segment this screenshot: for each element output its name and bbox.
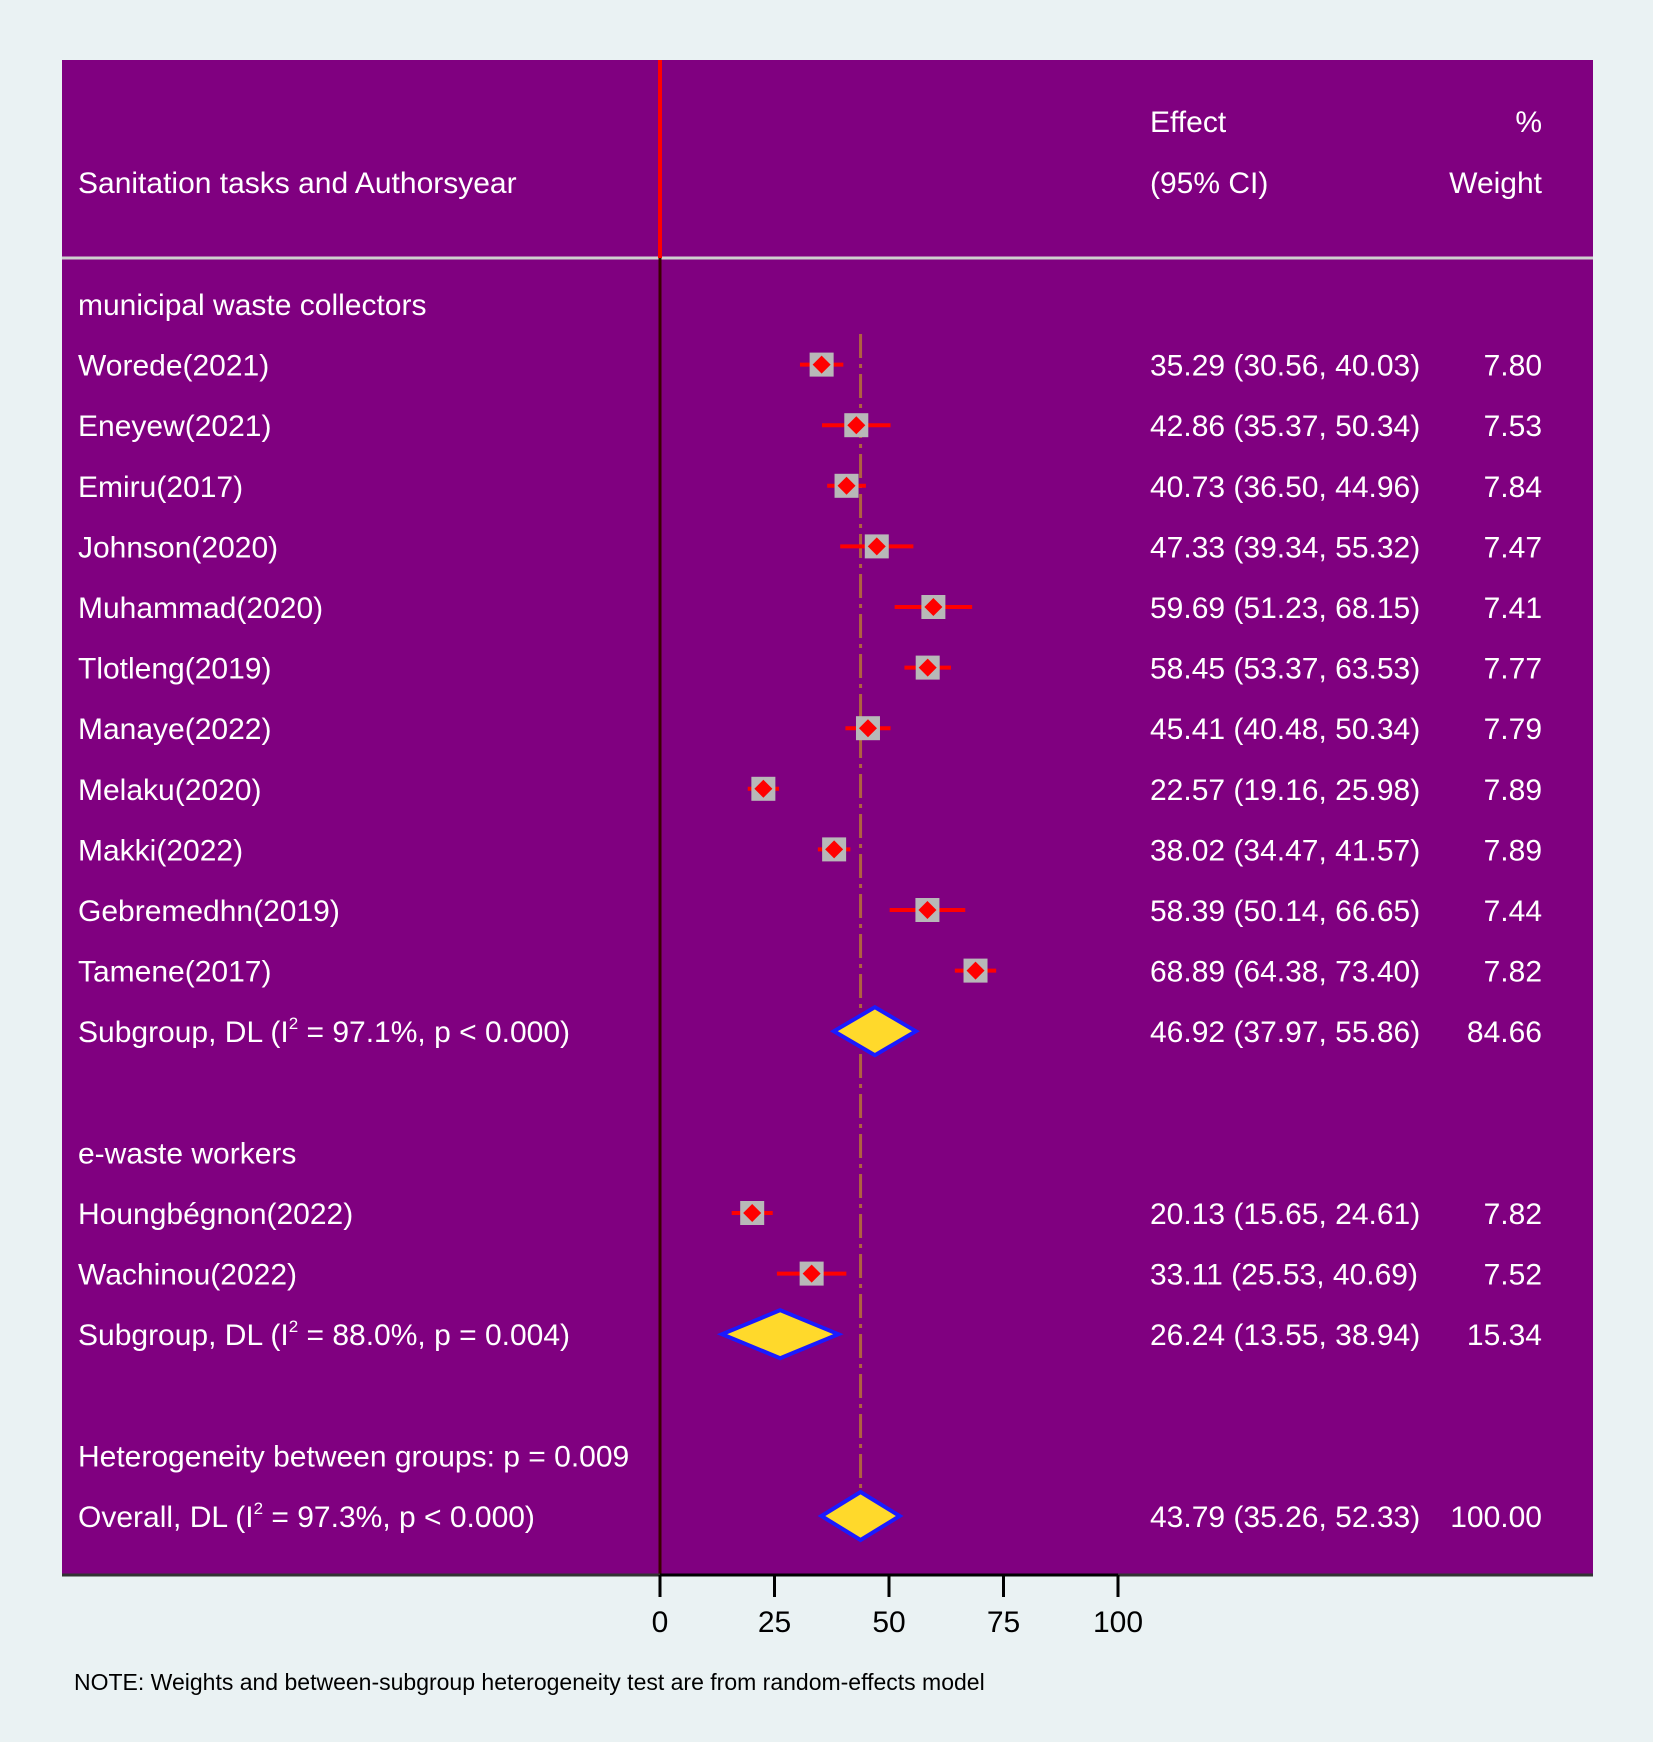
superscript: 2 xyxy=(289,1014,298,1033)
study-effect-ci: 42.86 (35.37, 50.34) xyxy=(1150,410,1420,443)
footnote: NOTE: Weights and between-subgroup heter… xyxy=(74,1669,985,1695)
subgroup-diamond xyxy=(829,1004,920,1058)
overall-effect-ci: 43.79 (35.26, 52.33) xyxy=(1150,1501,1420,1534)
study-weight: 7.89 xyxy=(1484,834,1542,867)
study-effect-ci: 47.33 (39.34, 55.32) xyxy=(1150,531,1420,564)
study-effect-ci: 35.29 (30.56, 40.03) xyxy=(1150,350,1420,383)
header-percent: % xyxy=(1515,106,1542,139)
study-weight: 7.53 xyxy=(1484,410,1542,443)
header-weight: Weight xyxy=(1449,167,1542,200)
study-effect-ci: 22.57 (19.16, 25.98) xyxy=(1150,774,1420,807)
point-estimate xyxy=(918,901,937,919)
point-estimate xyxy=(966,961,985,980)
point-estimate xyxy=(743,1204,762,1222)
point-estimate xyxy=(918,658,937,677)
point-estimate xyxy=(867,537,886,556)
study-weight: 7.47 xyxy=(1484,531,1542,564)
study-effect-ci: 58.45 (53.37, 63.53) xyxy=(1150,653,1420,686)
subgroup-weight: 15.34 xyxy=(1467,1319,1542,1352)
study-label: Melaku(2020) xyxy=(78,774,261,807)
study-weight: 7.41 xyxy=(1484,592,1542,625)
x-tick-label: 25 xyxy=(758,1606,791,1639)
header-effect: Effect xyxy=(1150,106,1227,139)
study-effect-ci: 20.13 (15.65, 24.61) xyxy=(1150,1198,1420,1231)
study-weight: 7.89 xyxy=(1484,774,1542,807)
study-weight: 7.82 xyxy=(1484,1198,1542,1231)
superscript: 2 xyxy=(254,1499,263,1518)
subgroup-label: Subgroup, DL (I2 = 88.0%, p = 0.004) xyxy=(78,1317,570,1352)
study-weight: 7.77 xyxy=(1484,653,1542,686)
x-tick-label: 0 xyxy=(652,1606,669,1639)
label-part: = 97.3%, p < 0.000) xyxy=(263,1501,535,1534)
study-label: Wachinou(2022) xyxy=(78,1259,297,1292)
point-estimate xyxy=(858,719,877,738)
overall-label: Overall, DL (I2 = 97.3%, p < 0.000) xyxy=(78,1499,535,1534)
study-effect-ci: 59.69 (51.23, 68.15) xyxy=(1150,592,1420,625)
label-part: Subgroup, DL (I xyxy=(78,1319,289,1352)
subgroup-heading: e-waste workers xyxy=(78,1137,296,1170)
point-estimate xyxy=(825,840,844,859)
label-part: Overall, DL (I xyxy=(78,1501,254,1534)
study-weight: 7.44 xyxy=(1484,895,1542,928)
study-label: Muhammad(2020) xyxy=(78,592,323,625)
plot-background xyxy=(62,60,1593,1575)
x-tick-label: 50 xyxy=(872,1606,905,1639)
point-estimate xyxy=(812,355,831,374)
superscript: 2 xyxy=(289,1317,298,1336)
subgroup-label: Subgroup, DL (I2 = 97.1%, p < 0.000) xyxy=(78,1014,570,1049)
overall-diamond xyxy=(817,1489,904,1543)
point-estimate xyxy=(837,476,856,495)
x-tick-label: 75 xyxy=(987,1606,1020,1639)
subgroup-effect-ci: 26.24 (13.55, 38.94) xyxy=(1150,1319,1420,1352)
study-weight: 7.84 xyxy=(1484,471,1542,504)
point-estimate xyxy=(802,1264,821,1283)
heterogeneity-text: Heterogeneity between groups: p = 0.009 xyxy=(78,1440,629,1473)
overall-weight: 100.00 xyxy=(1450,1501,1542,1534)
study-effect-ci: 33.11 (25.53, 40.69) xyxy=(1150,1259,1418,1292)
point-estimate xyxy=(847,416,866,435)
subgroup-heading: municipal waste collectors xyxy=(78,289,426,322)
study-weight: 7.79 xyxy=(1484,713,1542,746)
study-label: Eneyew(2021) xyxy=(78,410,271,443)
subgroup-weight: 84.66 xyxy=(1467,1016,1542,1049)
study-weight: 7.80 xyxy=(1484,350,1542,383)
study-effect-ci: 40.73 (36.50, 44.96) xyxy=(1150,471,1420,504)
x-tick-label: 100 xyxy=(1093,1606,1143,1639)
study-label: Gebremedhn(2019) xyxy=(78,895,340,928)
header-ci: (95% CI) xyxy=(1150,167,1268,200)
study-label: Manaye(2022) xyxy=(78,713,271,746)
header-label-column: Sanitation tasks and Authorsyear xyxy=(78,167,517,200)
study-effect-ci: 45.41 (40.48, 50.34) xyxy=(1150,713,1420,746)
label-part: = 97.1%, p < 0.000) xyxy=(298,1016,570,1049)
point-estimate xyxy=(754,779,773,798)
study-label: Tlotleng(2019) xyxy=(78,653,271,686)
study-label: Emiru(2017) xyxy=(78,471,243,504)
study-weight: 7.82 xyxy=(1484,956,1542,989)
study-label: Makki(2022) xyxy=(78,834,243,867)
study-effect-ci: 38.02 (34.47, 41.57) xyxy=(1150,834,1420,867)
subgroup-diamond xyxy=(716,1308,844,1361)
label-part: = 88.0%, p = 0.004) xyxy=(298,1319,570,1352)
label-part: Subgroup, DL (I xyxy=(78,1016,289,1049)
study-effect-ci: 58.39 (50.14, 66.65) xyxy=(1150,895,1420,928)
study-label: Worede(2021) xyxy=(78,350,269,383)
point-estimate xyxy=(924,598,943,616)
subgroup-effect-ci: 46.92 (37.97, 55.86) xyxy=(1150,1016,1420,1049)
study-label: Johnson(2020) xyxy=(78,531,278,564)
study-weight: 7.52 xyxy=(1484,1259,1542,1292)
study-label: Houngbégnon(2022) xyxy=(78,1198,353,1231)
study-effect-ci: 68.89 (64.38, 73.40) xyxy=(1150,956,1420,989)
study-label: Tamene(2017) xyxy=(78,956,271,989)
